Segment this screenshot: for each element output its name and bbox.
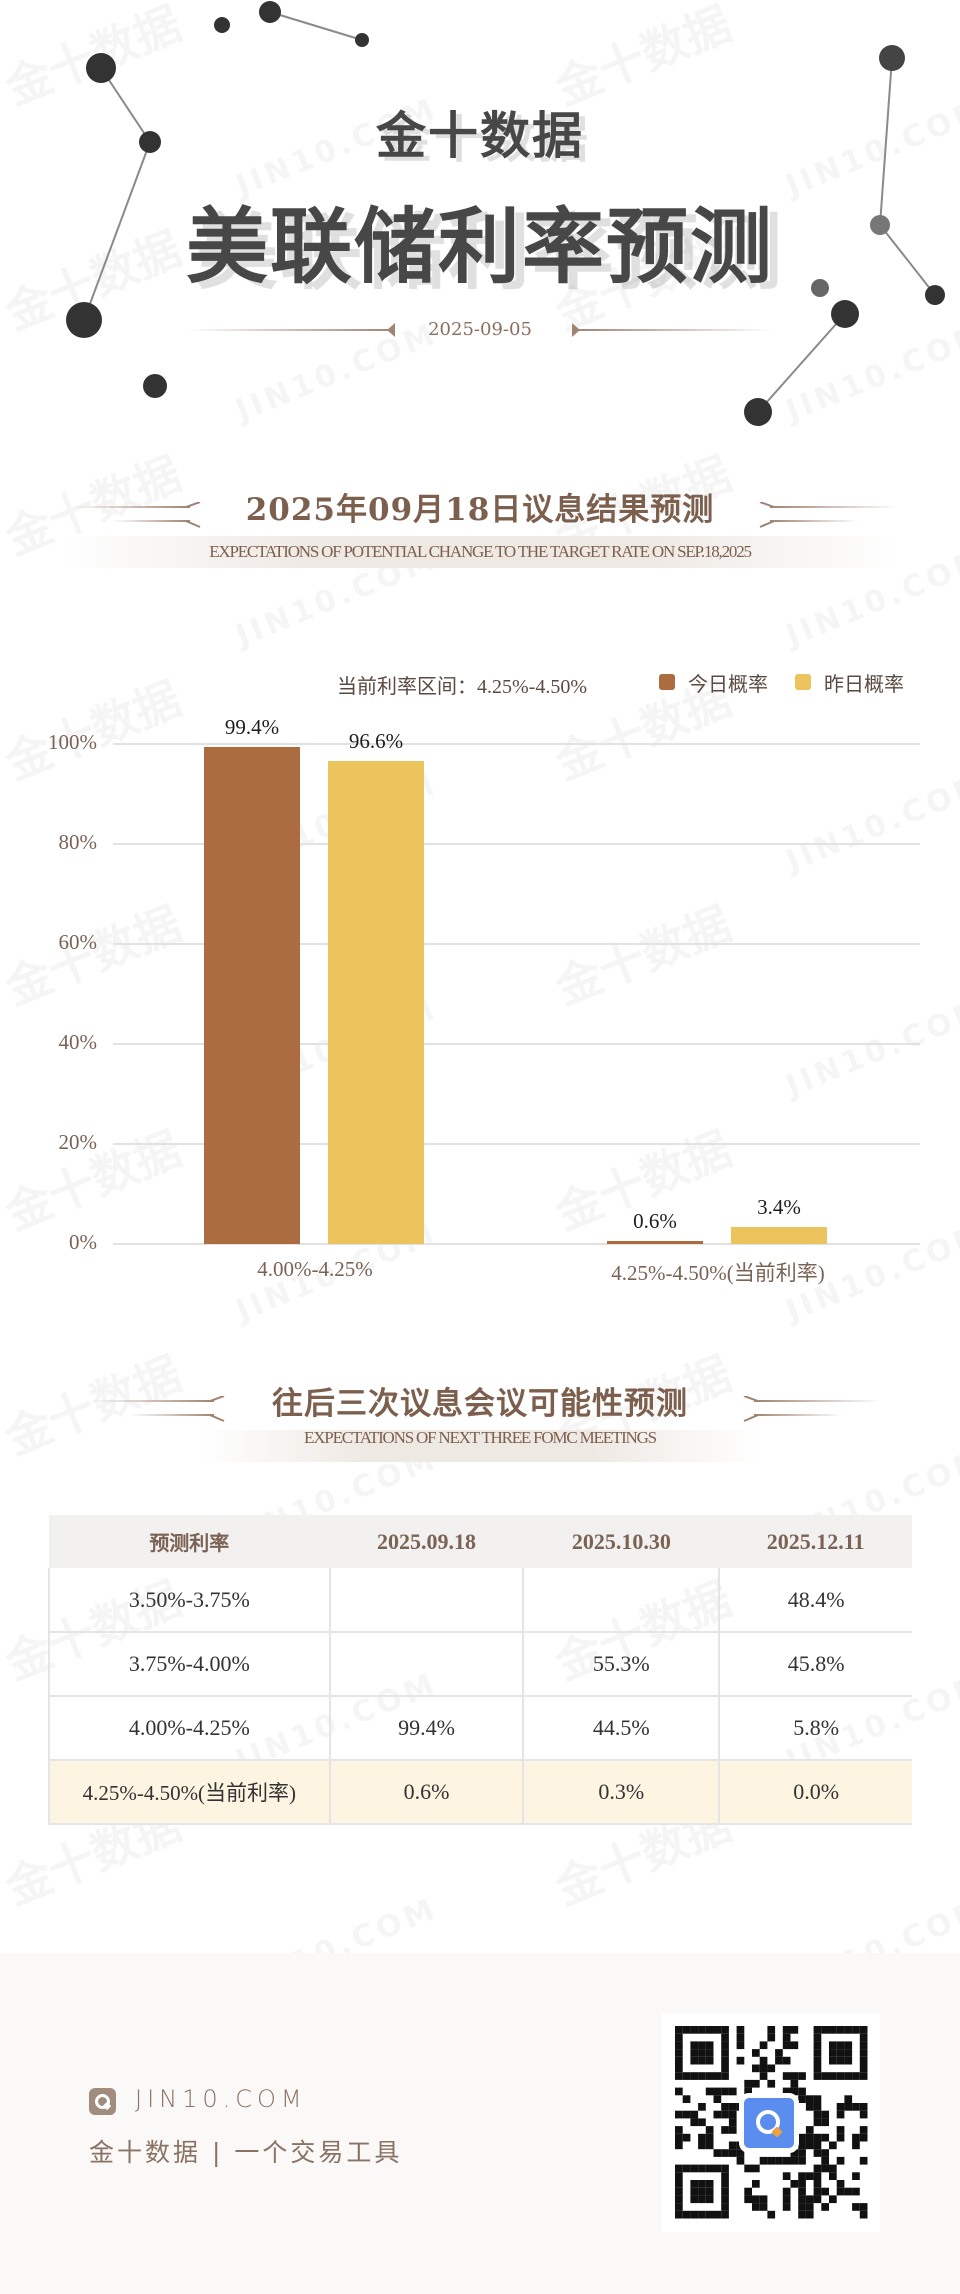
qr-code-icon (675, 2026, 868, 2219)
legend-label-today: 今日概率 (688, 671, 768, 696)
y-tick: 80% (58, 830, 98, 854)
subtitle-band (200, 1430, 760, 1462)
ornament-left-icon (62, 502, 202, 528)
divider-line-left (185, 329, 395, 331)
ornament-right-icon (740, 1396, 882, 1422)
prob-cell: 5.8% (719, 1696, 912, 1761)
legend-swatch-today (659, 674, 675, 690)
rate-cell: 4.00%-4.25% (48, 1696, 331, 1761)
bar (204, 747, 300, 1244)
date-divider: 2025-09-05 (0, 315, 960, 345)
footer-tagline: 金十数据 | 一个交易工具 (89, 2138, 403, 2167)
bar (731, 1227, 827, 1244)
y-tick: 60% (58, 930, 98, 954)
col-header-rate: 预测利率 (49, 1515, 330, 1568)
table-row-current-rate: 4.25%-4.50%(当前利率) 0.6% 0.3% 0.0% (48, 1760, 912, 1825)
col-header-date: 2025.09.18 (329, 1515, 524, 1568)
site-link[interactable]: JIN10.COM (135, 2085, 307, 2113)
brand-title: 金十数据 (376, 106, 584, 165)
table-header-row: 预测利率 2025.09.18 2025.10.30 2025.12.11 (49, 1515, 912, 1568)
arrow-left-icon (387, 323, 395, 337)
section-title: 2025年09月18日议息结果预测 (245, 492, 715, 528)
rate-cell: 4.25%-4.50%(当前利率) (48, 1760, 331, 1825)
subtitle-band (60, 536, 900, 568)
gridline (113, 1143, 920, 1145)
gridline (113, 843, 920, 845)
legend-swatch-yesterday (795, 674, 811, 690)
legend-today[interactable]: 今日概率 (659, 672, 768, 696)
constellation-decoration (66, 1, 945, 426)
rate-cell: 3.75%-4.00% (48, 1632, 331, 1697)
y-tick: 100% (48, 730, 97, 754)
y-tick: 0% (69, 1230, 97, 1254)
prob-cell: 0.3% (523, 1760, 721, 1825)
x-axis-baseline (113, 1243, 920, 1245)
bar-value-label: 0.6% (633, 1209, 677, 1233)
col-header-date: 2025.12.11 (719, 1515, 912, 1568)
page-title: 美联储利率预测 (185, 199, 774, 295)
prob-cell: 55.3% (523, 1632, 721, 1697)
bar-value-label: 99.4% (224, 715, 280, 739)
prob-cell: 44.5% (523, 1696, 721, 1761)
report-date: 2025-09-05 (428, 319, 532, 340)
prob-cell: 48.4% (719, 1568, 912, 1633)
y-tick: 40% (58, 1030, 98, 1054)
gridline (113, 743, 920, 745)
gridline (113, 943, 920, 945)
probability-bar-chart: 当前利率区间：4.25%-4.50% 今日概率 昨日概率 0% 20% 40% … (0, 650, 960, 1300)
gridline (113, 1043, 920, 1045)
x-tick: 4.00%-4.25% (257, 1257, 373, 1281)
ornament-right-icon (756, 502, 898, 528)
rate-cell: 3.50%-3.75% (48, 1568, 331, 1633)
qr-center-logo-icon (739, 2093, 799, 2153)
prob-cell: 45.8% (719, 1632, 912, 1697)
prob-cell (329, 1568, 525, 1633)
col-header-date: 2025.10.30 (523, 1515, 720, 1568)
prob-cell (329, 1632, 525, 1697)
legend-label-yesterday: 昨日概率 (824, 671, 904, 696)
jin10-logo-icon (89, 2088, 116, 2115)
ornament-left-icon (90, 1396, 230, 1422)
bar-value-label: 3.4% (757, 1195, 801, 1219)
table-row: 3.50%-3.75% 48.4% (48, 1568, 912, 1633)
section-subtitle: EXPECTATIONS OF POTENTIAL CHANGE TO THE … (209, 542, 752, 561)
legend-yesterday[interactable]: 昨日概率 (795, 672, 904, 696)
prob-cell (523, 1568, 721, 1633)
prob-cell: 99.4% (329, 1696, 525, 1761)
bar (607, 1241, 703, 1244)
table-row: 4.00%-4.25% 99.4% 44.5% 5.8% (48, 1696, 912, 1761)
table-row: 3.75%-4.00% 55.3% 45.8% (48, 1632, 912, 1697)
prob-cell: 0.0% (719, 1760, 912, 1825)
prob-cell: 0.6% (329, 1760, 525, 1825)
section-subtitle: EXPECTATIONS OF NEXT THREE FOMC MEETINGS (304, 1428, 657, 1447)
divider-line-right (574, 329, 774, 331)
x-tick: 4.25%-4.50%(当前利率) (611, 1261, 825, 1285)
current-rate-label: 当前利率区间：4.25%-4.50% (337, 676, 587, 698)
bar (328, 761, 424, 1244)
y-tick: 20% (58, 1130, 98, 1154)
fomc-probability-table: 预测利率 2025.09.18 2025.10.30 2025.12.11 3.… (48, 1515, 912, 1825)
section-title: 往后三次议息会议可能性预测 (272, 1386, 688, 1422)
bar-value-label: 96.6% (348, 729, 404, 753)
